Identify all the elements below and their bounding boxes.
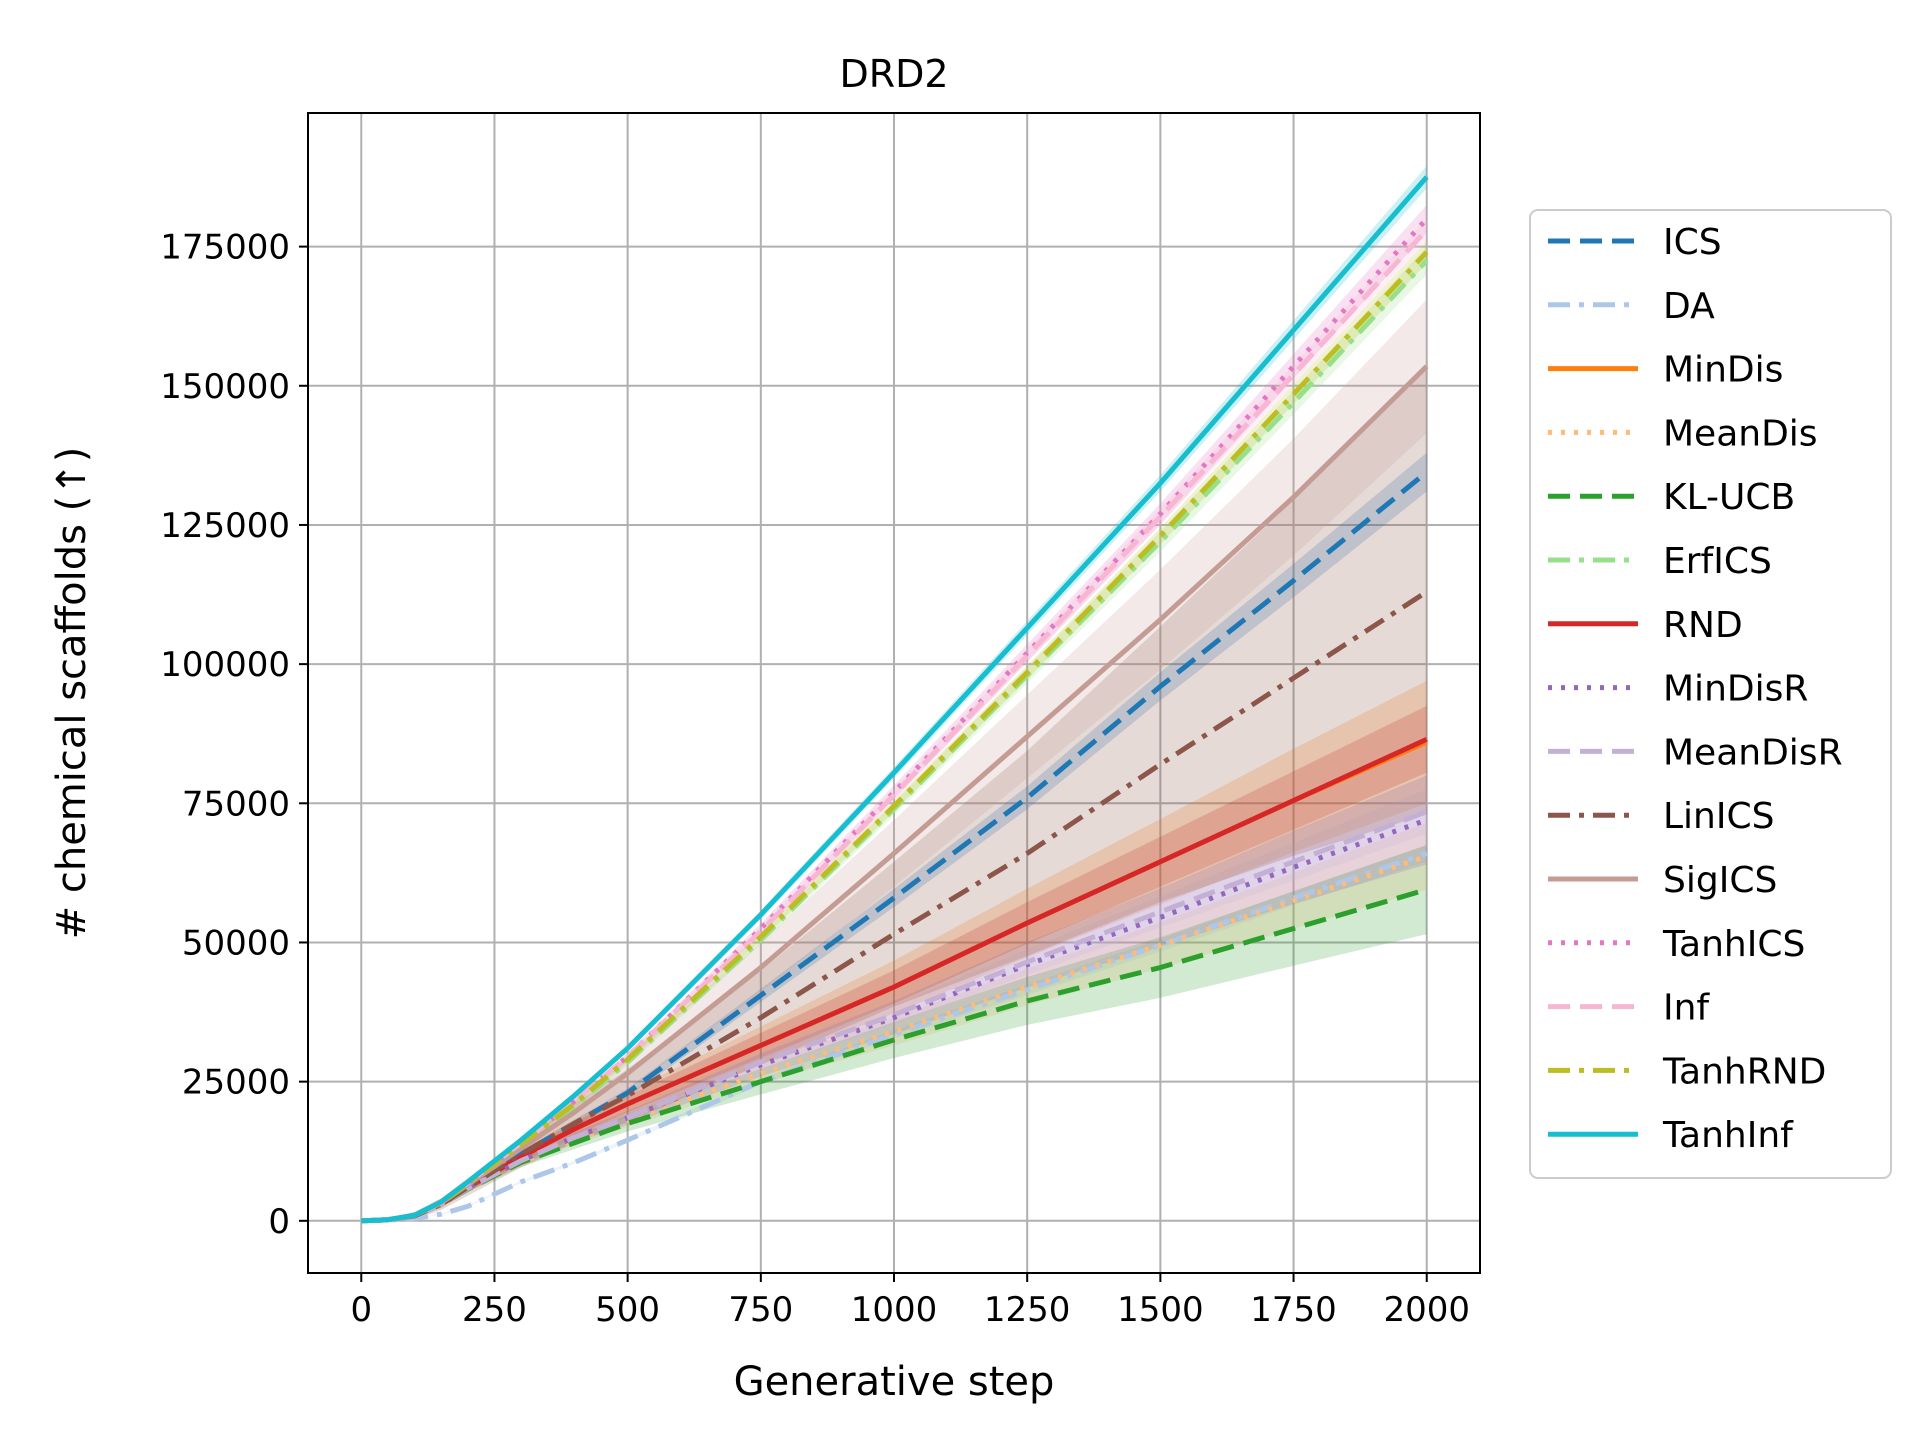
series-line-tanhinf xyxy=(361,175,1429,1224)
band-mindisr xyxy=(361,775,1427,1221)
legend-label-linics: LinICS xyxy=(1663,796,1774,837)
y-tick-label: 25000 xyxy=(182,1063,290,1103)
legend-frame xyxy=(1529,209,1892,1179)
y-tick-label: 50000 xyxy=(182,923,290,963)
legend-label-mindis: MinDis xyxy=(1663,350,1783,391)
series-line-meandisr xyxy=(361,809,1428,1224)
confidence-bands xyxy=(361,165,1427,1221)
legend-label-tanhinf: TanhInf xyxy=(1662,1115,1794,1156)
y-tick-label: 175000 xyxy=(160,228,290,268)
axis-ticks: 0 250 500 750 1000 1250 1500 1750 2000 0 25000 5000… xyxy=(160,228,1470,1330)
legend-label-kl-ucb: KL-UCB xyxy=(1663,477,1795,518)
band-linics xyxy=(361,369,1427,1221)
series-line-kl-ucb xyxy=(361,887,1428,1224)
y-tick-label: 75000 xyxy=(182,784,290,824)
x-tick-label: 1500 xyxy=(1117,1290,1204,1330)
x-axis-label: Generative step xyxy=(734,1359,1055,1405)
legend-label-tanhics: TanhICS xyxy=(1662,924,1805,965)
series-line-da xyxy=(361,851,1428,1224)
series-line-ics xyxy=(361,470,1429,1224)
x-tick-label: 1250 xyxy=(984,1290,1071,1330)
x-tick-label: 1750 xyxy=(1250,1290,1337,1330)
y-tick-label: 0 xyxy=(268,1202,290,1242)
legend-label-meandis: MeanDis xyxy=(1663,413,1818,454)
x-tick-label: 0 xyxy=(350,1290,372,1330)
x-tick-label: 2000 xyxy=(1383,1290,1470,1330)
legend-label-erfics: ErfICS xyxy=(1663,541,1772,582)
legend-label-rnd: RND xyxy=(1663,605,1743,646)
y-tick-label: 150000 xyxy=(160,367,290,407)
chart-title: DRD2 xyxy=(839,52,948,96)
legend: ICS DA MinDis MeanDis KL-UCB ErfICS RND MinDisR… xyxy=(1529,209,1892,1179)
legend-label-da: DA xyxy=(1663,286,1715,327)
legend-label-meandisr: MeanDisR xyxy=(1663,732,1843,773)
x-tick-label: 250 xyxy=(462,1290,527,1330)
y-axis-label: # chemical scaffolds (↑) xyxy=(49,447,95,940)
series-lines xyxy=(361,175,1429,1224)
legend-label-ics: ICS xyxy=(1663,222,1722,263)
legend-label-sigics: SigICS xyxy=(1663,860,1777,901)
band-kl-ucb xyxy=(361,845,1427,1221)
legend-label-inf: Inf xyxy=(1663,988,1710,1029)
legend-label-mindisr: MinDisR xyxy=(1663,669,1808,710)
band-da xyxy=(361,845,1427,1221)
band-meandisr xyxy=(361,789,1427,1221)
x-tick-label: 500 xyxy=(595,1290,660,1330)
legend-label-tanhrnd: TanhRND xyxy=(1662,1051,1826,1092)
x-tick-label: 1000 xyxy=(851,1290,938,1330)
y-tick-label: 100000 xyxy=(160,645,290,685)
x-tick-label: 750 xyxy=(728,1290,793,1330)
y-tick-label: 125000 xyxy=(160,506,290,546)
